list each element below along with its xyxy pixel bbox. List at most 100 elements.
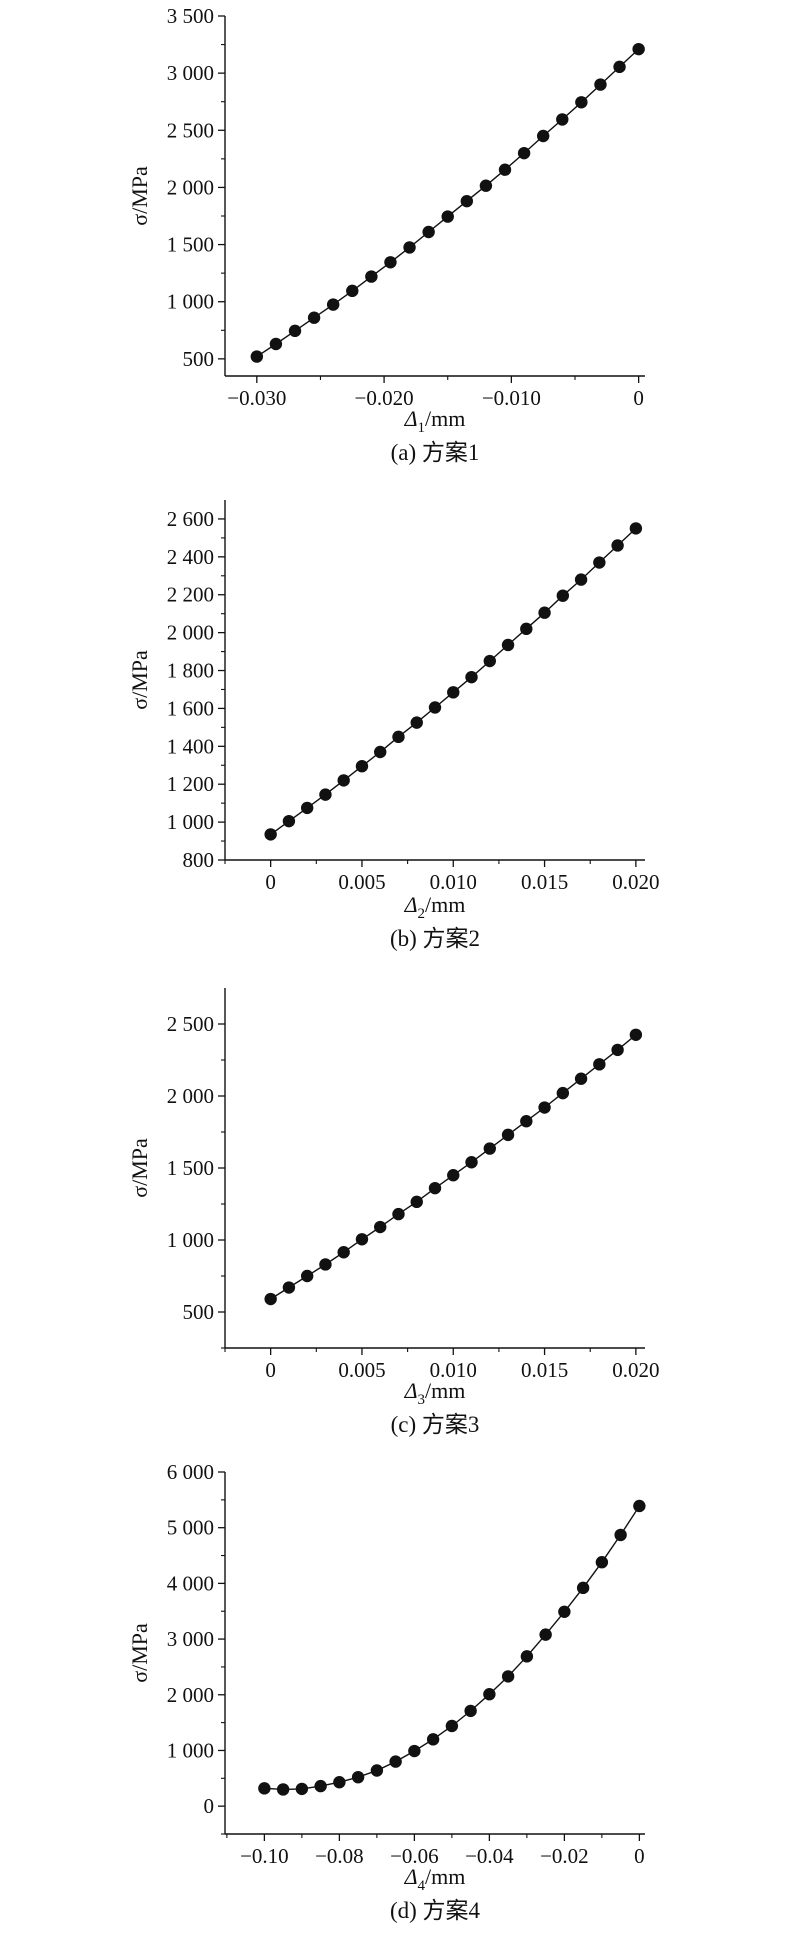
x-tick-label: 0 xyxy=(265,1358,276,1382)
x-tick-label: 0.015 xyxy=(521,870,568,894)
data-point xyxy=(613,60,626,74)
y-tick-label: 1 600 xyxy=(167,696,214,720)
x-axis-subscript: 1 xyxy=(418,420,426,436)
x-tick-label: −0.02 xyxy=(540,1844,589,1868)
x-axis-title: Δ1/mm xyxy=(404,406,466,436)
data-point xyxy=(269,337,283,351)
data-point xyxy=(408,1744,421,1758)
panel-a: 500 1 000 1 500 2 000 2 500 3 000 3 500 −0.030 −… xyxy=(0,0,800,486)
panel-d: 0 1 000 2 000 3 000 4 000 5 000 6 000 −0.10 −0.0… xyxy=(0,1458,800,1944)
data-point xyxy=(389,1755,402,1768)
data-point xyxy=(501,1670,515,1683)
y-axis-title: σ/MPa xyxy=(127,1623,152,1683)
y-tick-label: 2 000 xyxy=(167,621,214,645)
data-point xyxy=(517,146,531,160)
x-axis-unit: /mm xyxy=(425,406,465,431)
data-point xyxy=(422,225,435,239)
data-point xyxy=(307,311,321,324)
x-tick-label: −0.020 xyxy=(355,386,414,410)
data-point xyxy=(264,828,277,841)
data-point xyxy=(392,730,405,744)
data-point xyxy=(300,801,314,815)
data-point xyxy=(374,745,387,759)
data-point xyxy=(319,1258,332,1271)
panel-b: 800 1 000 1 200 1 400 1 600 1 800 2 000 2 200 2 … xyxy=(0,486,800,972)
x-tick-label: 0.005 xyxy=(338,1358,385,1382)
y-tick-label: 3 000 xyxy=(167,61,214,85)
x-tick-label: 0 xyxy=(633,386,644,410)
x-axis-unit: /mm xyxy=(425,1864,465,1889)
data-point xyxy=(426,1733,440,1746)
data-point xyxy=(337,1246,350,1259)
x-axis-title: Δ2/mm xyxy=(404,892,466,922)
data-point xyxy=(629,522,643,535)
y-tick-label: 500 xyxy=(183,1300,215,1324)
x-axis-title: Δ4/mm xyxy=(404,1864,466,1894)
data-point xyxy=(520,1650,534,1663)
y-tick-label: 2 200 xyxy=(167,583,214,607)
data-point xyxy=(370,1764,384,1777)
data-point xyxy=(319,788,332,801)
data-point xyxy=(300,1269,314,1283)
x-tick-label: 0 xyxy=(265,870,276,894)
data-point xyxy=(465,670,478,684)
y-tick-label: 2 500 xyxy=(167,118,214,142)
data-point xyxy=(576,1581,590,1595)
y-tick-label: 5 000 xyxy=(167,1516,214,1540)
x-axis-symbol: Δ xyxy=(404,892,418,917)
x-axis-subscript: 3 xyxy=(418,1392,426,1408)
data-point xyxy=(276,1783,290,1796)
data-point xyxy=(346,284,359,298)
data-point xyxy=(250,350,264,363)
y-tick-label: 0 xyxy=(204,1794,215,1818)
x-tick-label: −0.08 xyxy=(315,1844,364,1868)
y-tick-label: 1 500 xyxy=(167,233,214,257)
data-point xyxy=(326,298,340,311)
data-point xyxy=(483,1142,496,1155)
y-tick-label: 1 800 xyxy=(167,659,214,683)
data-point xyxy=(629,1028,643,1041)
data-point xyxy=(593,556,606,569)
data-point xyxy=(593,1058,606,1071)
chart-b: 800 1 000 1 200 1 400 1 600 1 800 2 000 2 200 2 … xyxy=(127,500,659,951)
data-point xyxy=(536,129,550,143)
y-tick-label: 2 500 xyxy=(167,1012,214,1036)
data-point xyxy=(428,701,442,714)
y-axis-title: σ/MPa xyxy=(127,166,152,226)
x-axis-subscript: 4 xyxy=(418,1878,426,1894)
data-point xyxy=(483,654,496,668)
panel-caption: (d) 方案4 xyxy=(390,1898,481,1923)
x-tick-label: −0.10 xyxy=(240,1844,289,1868)
y-tick-label: 2 000 xyxy=(167,175,214,199)
data-point xyxy=(365,270,378,283)
data-point xyxy=(594,78,607,91)
data-point xyxy=(264,1292,277,1306)
x-axis-symbol: Δ xyxy=(404,1864,418,1889)
x-tick-label: −0.010 xyxy=(482,386,541,410)
y-tick-label: 500 xyxy=(183,347,215,371)
x-axis-unit: /mm xyxy=(425,1378,465,1403)
panel-caption: (c) 方案3 xyxy=(391,1412,480,1437)
x-axis-symbol: Δ xyxy=(404,406,418,431)
y-tick-label: 4 000 xyxy=(167,1571,214,1595)
data-point xyxy=(538,606,551,619)
data-point xyxy=(428,1181,442,1195)
data-point xyxy=(460,194,474,208)
data-point xyxy=(258,1782,271,1795)
x-tick-label: −0.030 xyxy=(227,386,286,410)
data-point xyxy=(355,760,369,773)
data-point xyxy=(498,163,512,176)
y-tick-label: 1 200 xyxy=(167,772,214,796)
data-point xyxy=(288,324,302,338)
panel-c: 500 1 000 1 500 2 000 2 500 0 0.005 0.010 0.015 0… xyxy=(0,972,800,1458)
x-axis-title: Δ3/mm xyxy=(404,1378,466,1408)
x-tick-label: −0.06 xyxy=(390,1844,439,1868)
data-point xyxy=(295,1782,309,1796)
data-point xyxy=(483,1688,496,1701)
x-tick-label: 0.010 xyxy=(430,1358,477,1382)
x-tick-label: 0.020 xyxy=(612,870,659,894)
data-point xyxy=(574,1072,588,1085)
data-point xyxy=(614,1528,627,1542)
data-point xyxy=(351,1770,365,1784)
data-point xyxy=(574,573,588,586)
